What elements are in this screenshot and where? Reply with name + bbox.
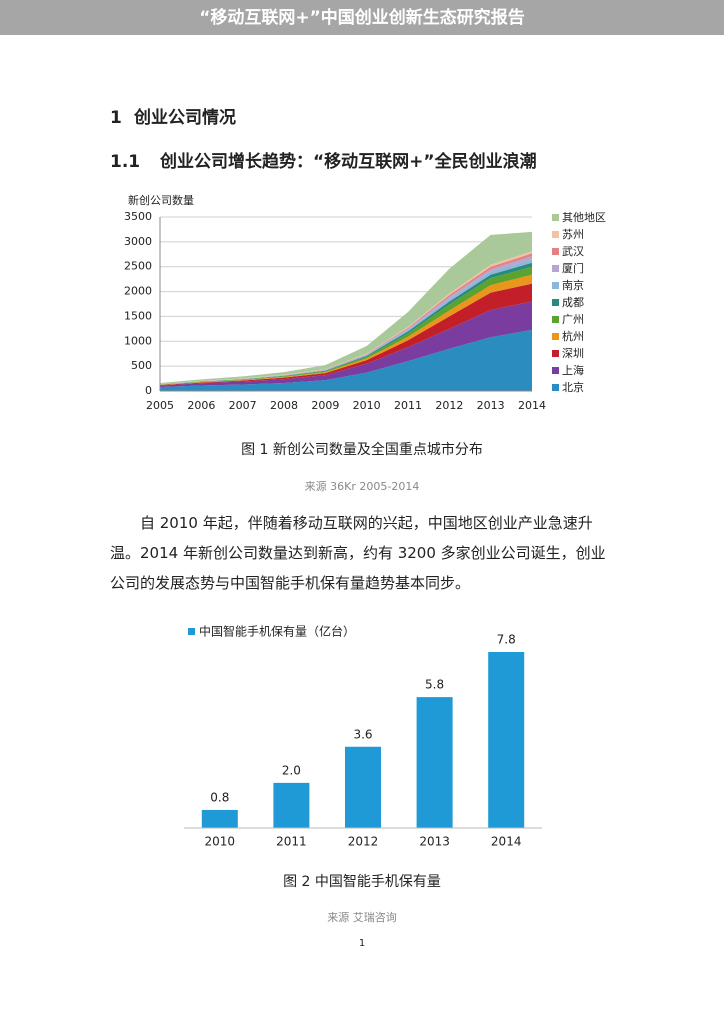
subsection-number: 1.1: [110, 152, 140, 172]
y-tick-label: 2000: [124, 285, 152, 298]
section-number: 1: [110, 108, 122, 128]
bar: [416, 697, 453, 828]
y-tick-label: 2500: [124, 260, 152, 273]
x-tick-label: 2012: [348, 835, 379, 849]
legend-label: 广州: [562, 313, 584, 326]
x-tick-label: 2007: [229, 399, 257, 412]
area: [160, 251, 532, 385]
x-tick-label: 2011: [276, 835, 307, 849]
y-tick-label: 500: [131, 359, 152, 372]
area: [160, 266, 532, 385]
legend-swatch: [552, 265, 559, 272]
area: [160, 329, 532, 391]
value-label: 2.0: [282, 763, 301, 777]
bar: [273, 782, 310, 828]
header-bar: [0, 0, 724, 35]
value-label: 7.8: [497, 633, 516, 647]
x-tick-label: 2010: [353, 399, 381, 412]
legend-label: 深圳: [562, 347, 584, 360]
x-tick-label: 2014: [518, 399, 546, 412]
area: [160, 253, 532, 385]
area: [160, 274, 532, 386]
legend-swatch: [552, 248, 559, 255]
page-number: 1: [359, 938, 365, 949]
subsection-title: 创业公司增长趋势：“移动互联网+”全民创业浪潮: [159, 151, 537, 172]
area: [160, 283, 532, 386]
y-tick-label: 0: [145, 384, 152, 397]
value-label: 5.8: [425, 678, 444, 692]
section-title: 创业公司情况: [133, 107, 236, 128]
legend-label: 南京: [562, 278, 584, 292]
figure-caption: 图 1 新创公司数量及全国重点城市分布: [241, 441, 483, 458]
legend-swatch: [552, 384, 559, 391]
x-tick-label: 2009: [311, 399, 339, 412]
x-tick-label: 2012: [435, 399, 463, 412]
legend-swatch: [552, 282, 559, 289]
legend-swatch: [552, 350, 559, 357]
y-tick-label: 1500: [124, 309, 152, 322]
legend-label: 苏州: [562, 228, 584, 241]
legend-label: 武汉: [562, 245, 584, 258]
x-tick-label: 2010: [205, 835, 236, 849]
area: [160, 256, 532, 385]
legend-swatch: [552, 367, 559, 374]
legend-swatch: [188, 628, 195, 635]
x-tick-label: 2008: [270, 399, 298, 412]
figure-source: 来源 36Kr 2005-2014: [305, 479, 420, 493]
legend-swatch: [552, 214, 559, 221]
value-label: 0.8: [210, 790, 229, 804]
legend-label: 成都: [562, 296, 584, 309]
legend-label: 上海: [562, 363, 584, 377]
y-tick-label: 1000: [124, 334, 152, 347]
legend-label: 其他地区: [562, 211, 606, 224]
legend-label: 杭州: [562, 329, 584, 343]
legend-label: 厦门: [562, 261, 584, 275]
x-tick-label: 2006: [187, 399, 215, 412]
bar: [488, 652, 525, 828]
area: [160, 262, 532, 385]
x-tick-label: 2011: [394, 399, 422, 412]
legend-swatch: [552, 333, 559, 340]
y-axis-title: 新创公司数量: [128, 193, 194, 207]
y-tick-label: 3500: [124, 210, 152, 223]
legend-swatch: [552, 231, 559, 238]
x-tick-label: 2013: [419, 835, 450, 849]
x-tick-label: 2014: [491, 835, 522, 849]
area: [160, 301, 532, 388]
legend-label: 北京: [562, 380, 584, 394]
figure-caption: 图 2 中国智能手机保有量: [283, 874, 441, 890]
value-label: 3.6: [353, 727, 372, 741]
y-tick-label: 3000: [124, 235, 152, 248]
area: [160, 231, 532, 384]
header-title: “移动互联网+”中国创业创新生态研究报告: [199, 7, 525, 28]
legend-label: 中国智能手机保有量（亿台）: [199, 624, 355, 639]
area: [160, 259, 532, 385]
figure-source: 来源 艾瑞咨询: [327, 910, 397, 924]
paragraph: 自 2010 年起，伴随着移动互联网的兴起，中国地区创业产业急速升温。2014 …: [110, 514, 606, 592]
x-tick-label: 2005: [146, 399, 174, 412]
legend-swatch: [552, 299, 559, 306]
legend-swatch: [552, 316, 559, 323]
bar: [201, 809, 238, 828]
bar: [345, 746, 381, 828]
x-tick-label: 2013: [477, 399, 505, 412]
